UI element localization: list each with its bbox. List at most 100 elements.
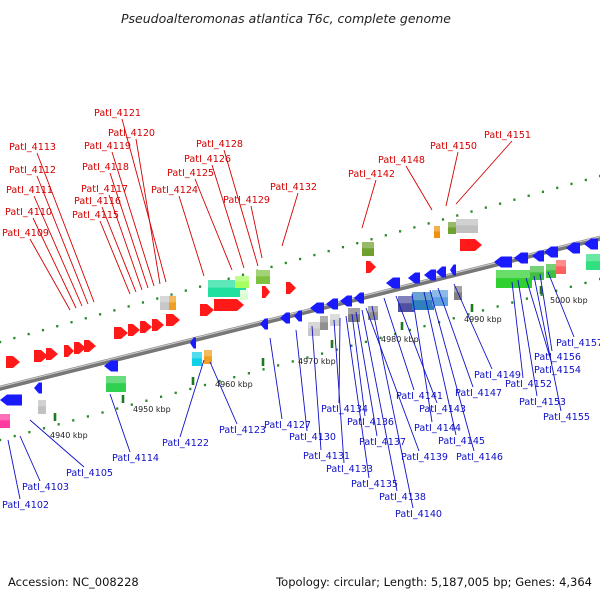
outer-scale-dot [56, 324, 59, 328]
reverse-label-leader [383, 297, 415, 391]
reverse-gene [544, 246, 558, 258]
feature-block-shine [330, 314, 340, 320]
forward-label-leader [108, 194, 143, 291]
major-tick [330, 340, 334, 348]
reverse-label-leader [539, 273, 553, 352]
forward-gene-label: PatI_4118 [82, 162, 129, 173]
inner-scale-dot [306, 356, 309, 359]
forward-gene-label: PatI_4113 [9, 142, 56, 153]
outer-scale-dot [541, 190, 545, 194]
forward-label-leader [32, 217, 77, 309]
feature-block-shine [546, 264, 556, 271]
forward-gene [74, 342, 86, 354]
reverse-gene [532, 250, 544, 262]
reverse-label-leader [19, 435, 41, 482]
inner-scale-dot [130, 403, 133, 406]
feature-block-shine [106, 376, 126, 384]
feature-block-shine [496, 270, 532, 279]
scale-tick-label: 4960 kbp [215, 380, 253, 389]
major-tick [261, 358, 265, 366]
outer-scale-dot [241, 273, 245, 277]
forward-gene [214, 299, 244, 311]
reverse-gene-label: PatI_4136 [347, 417, 394, 428]
forward-gene-label: PatI_4119 [84, 141, 131, 152]
inner-scale-dot [72, 419, 75, 422]
forward-gene-label: PatI_4132 [270, 182, 317, 193]
inner-scale-dot [28, 430, 31, 434]
reverse-gene [34, 382, 42, 394]
scale-tick-label: 4980 kbp [381, 335, 419, 344]
feature-block [448, 222, 456, 234]
inner-scale-dot [481, 309, 485, 312]
forward-gene [152, 319, 164, 331]
forward-gene-label: PatI_4129 [223, 195, 270, 206]
reverse-gene [450, 264, 456, 276]
inner-scale-dot [57, 423, 60, 426]
feature-block-shine [412, 292, 434, 301]
reverse-gene-label: PatI_4156 [534, 352, 581, 363]
label-leader-lines [7, 118, 575, 509]
scale-tick-label: 4950 kbp [133, 405, 171, 414]
inner-scale-dot [379, 336, 382, 340]
forward-gene-label: PatI_4116 [74, 196, 121, 207]
reverse-gene [584, 238, 598, 250]
feature-block [169, 296, 176, 310]
feature-block [330, 314, 340, 326]
reverse-gene-label: PatI_4141 [396, 391, 443, 402]
outer-scale-dot [384, 234, 387, 237]
reverse-gene [566, 242, 580, 254]
inner-scale-dot [218, 379, 221, 383]
outer-scale-dot [441, 218, 445, 221]
inner-scale-dot [364, 340, 368, 344]
feature-block-shine [456, 219, 478, 226]
major-tick [53, 413, 57, 421]
map-title: Pseudoalteromonas atlantica T6c, complet… [121, 11, 451, 26]
reverse-gene-label: PatI_4155 [543, 412, 590, 423]
outer-scale-dot [313, 253, 316, 257]
feature-block-shine [530, 266, 544, 273]
forward-gene-label: PatI_4110 [5, 207, 52, 218]
feature-block-shine [192, 352, 202, 359]
forward-gene [114, 327, 128, 339]
outer-scale-dot [27, 332, 30, 336]
feature-block-shine [398, 296, 414, 304]
inner-scale-dot [189, 387, 192, 391]
feature-block [0, 414, 10, 428]
forward-gene [34, 350, 48, 362]
reverse-gene [0, 394, 22, 406]
reverse-label-leader [453, 283, 493, 370]
inner-scale-dot [291, 360, 294, 363]
outer-scale-dot [99, 313, 102, 316]
reverse-gene [104, 360, 118, 372]
feature-block [204, 350, 212, 364]
inner-scale-dot [540, 293, 543, 296]
forward-gene [200, 304, 214, 316]
reverse-gene [386, 277, 400, 289]
outer-scale-dot [113, 309, 116, 312]
scale-tick-label: 5000 kbp [550, 296, 588, 305]
outer-scale-dot [84, 317, 87, 320]
forward-gene [166, 314, 180, 326]
reverse-label-leader [351, 313, 366, 417]
reverse-label-leader [345, 315, 370, 479]
reverse-label-leader [29, 419, 85, 468]
reverse-label-leader [361, 309, 398, 492]
reverse-label-leader [365, 307, 420, 452]
forward-label-leader [29, 238, 71, 311]
inner-scale-dot [423, 324, 426, 328]
feature-block [546, 264, 556, 278]
forward-gene [460, 239, 482, 251]
forward-label-leader [135, 138, 161, 285]
reverse-label-leader [338, 317, 341, 404]
scale-tick-label: 4990 kbp [464, 315, 502, 324]
major-tick [191, 377, 195, 385]
forward-label-leader [111, 151, 155, 287]
outer-scale-dot [0, 340, 2, 344]
forward-gene-label: PatI_4109 [2, 228, 49, 239]
feature-block-shine [454, 286, 462, 293]
reverse-label-leader [395, 295, 438, 404]
inner-scale-dot [496, 305, 499, 308]
reverse-gene [424, 269, 436, 281]
inner-scale-dot [584, 281, 587, 285]
feature-block [362, 242, 374, 256]
